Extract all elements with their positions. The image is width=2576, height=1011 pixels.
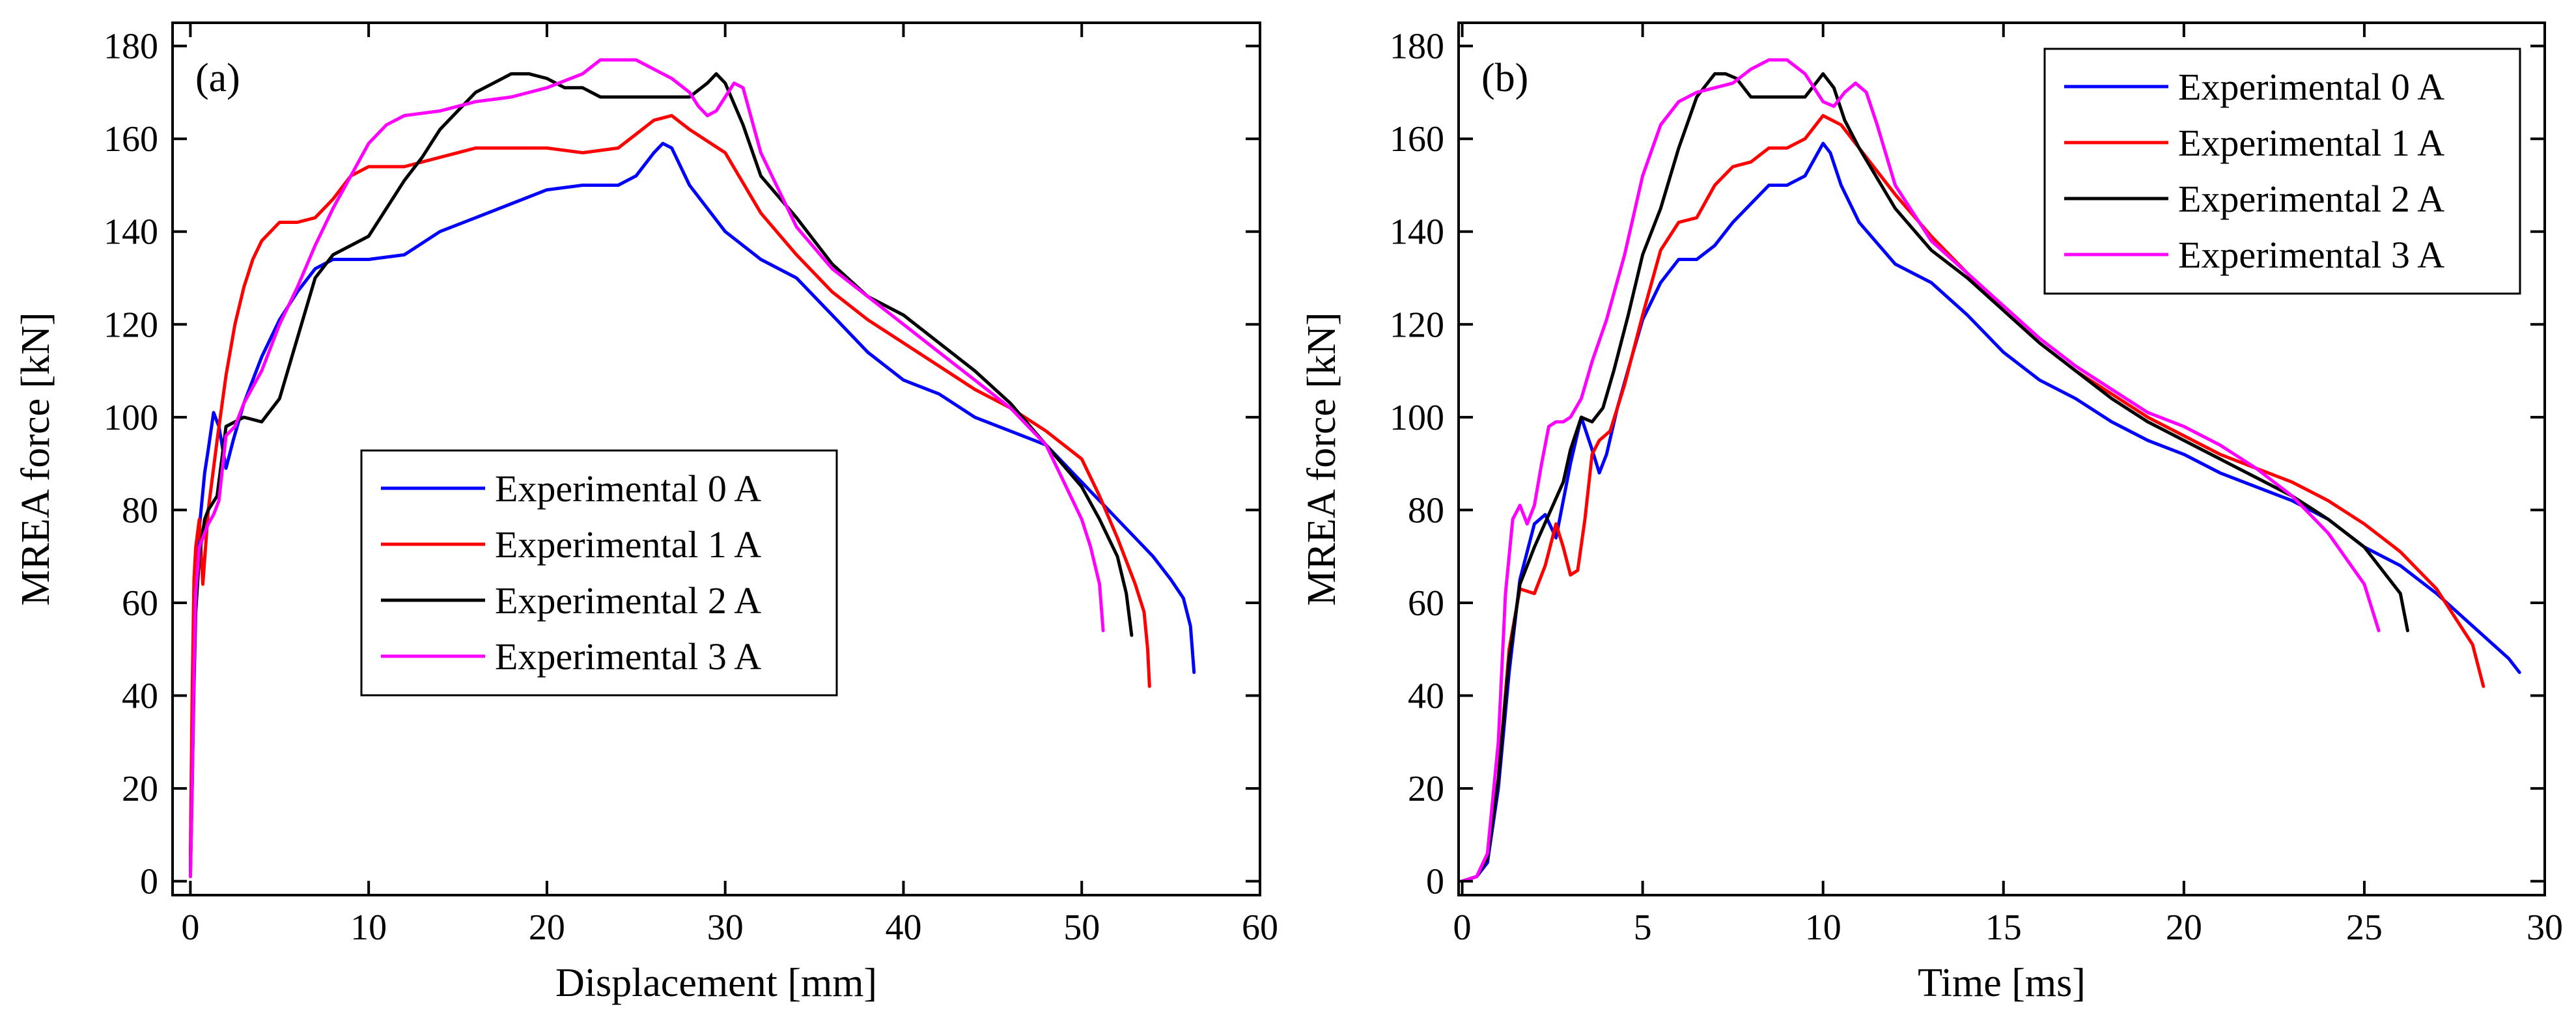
y-tick-label: 20 bbox=[122, 769, 158, 809]
y-tick-label: 180 bbox=[104, 27, 158, 67]
panel-label: (a) bbox=[195, 56, 240, 100]
plot-area-frame bbox=[171, 21, 1261, 896]
x-axis-label: Displacement [mm] bbox=[555, 961, 877, 1005]
y-tick-label: 180 bbox=[1390, 27, 1444, 67]
chart-panel-b: 0 5 10 15 20 25 30 0 20 40 60 80 100 120 140 160 180 Time… bbox=[1300, 21, 2563, 1005]
y-tick-label: 40 bbox=[1408, 676, 1444, 717]
x-tick-label: 10 bbox=[1805, 907, 1841, 948]
x-axis-label: Time [ms] bbox=[1918, 961, 2086, 1005]
legend: Experimental 0 A Experimental 1 A Experime… bbox=[360, 449, 838, 697]
x-tick-label: 60 bbox=[1242, 907, 1278, 948]
series-line-2-current-2A bbox=[188, 72, 1134, 878]
x-tick-label: 50 bbox=[1063, 907, 1100, 948]
x-tick-label: 40 bbox=[885, 907, 921, 948]
y-tick-label: 40 bbox=[122, 676, 158, 717]
legend-label: Experimental 1 A bbox=[495, 523, 761, 566]
legend-label: Experimental 0 A bbox=[495, 467, 761, 510]
y-axis-label: MREA force [kN] bbox=[14, 312, 58, 605]
panel-label: (b) bbox=[1481, 56, 1528, 100]
chart-panel-a: 0 10 20 30 40 50 60 0 20 40 60 80 100 120 140 160 180 Dis… bbox=[14, 21, 1278, 1005]
x-tick-label: 10 bbox=[350, 907, 387, 948]
legend-label: Experimental 1 A bbox=[2178, 122, 2444, 164]
y-tick-label: 160 bbox=[104, 119, 158, 159]
y-tick-label: 20 bbox=[1408, 769, 1444, 809]
x-tick-label: 0 bbox=[181, 907, 199, 948]
x-tick-label: 30 bbox=[2527, 907, 2563, 948]
y-tick-label: 120 bbox=[1390, 305, 1444, 345]
x-tick-label: 20 bbox=[529, 907, 565, 948]
y-tick-label: 0 bbox=[140, 862, 158, 902]
series-line-3-current-3A bbox=[1461, 58, 2381, 883]
x-tick-label: 25 bbox=[2346, 907, 2383, 948]
y-tick-label: 60 bbox=[1408, 583, 1444, 624]
y-tick-label: 140 bbox=[1390, 212, 1444, 253]
x-tick-label: 0 bbox=[1453, 907, 1472, 948]
legend-label: Experimental 3 A bbox=[495, 635, 761, 678]
plot-area-frame bbox=[1457, 21, 2546, 896]
y-tick-label: 80 bbox=[1408, 490, 1444, 531]
y-tick-label: 120 bbox=[104, 305, 158, 345]
series-line-2-current-2A bbox=[1461, 72, 2409, 883]
legend: Experimental 0 A Experimental 1 A Experime… bbox=[2043, 48, 2521, 295]
legend-label: Experimental 2 A bbox=[2178, 178, 2444, 220]
legend-label: Experimental 3 A bbox=[2178, 234, 2444, 276]
x-tick-label: 30 bbox=[707, 907, 744, 948]
y-axis-label: MREA force [kN] bbox=[1300, 312, 1344, 605]
y-tick-label: 80 bbox=[122, 490, 158, 531]
series-line-3-current-3A bbox=[188, 58, 1105, 878]
y-tick-label: 100 bbox=[1390, 398, 1444, 438]
x-tick-label: 15 bbox=[1985, 907, 2022, 948]
legend-box bbox=[2043, 48, 2521, 295]
y-tick-label: 100 bbox=[104, 398, 158, 438]
series-line-1-current-1A bbox=[1461, 114, 2485, 883]
y-tick-label: 0 bbox=[1426, 862, 1444, 902]
series-line-0-current-0A bbox=[1461, 141, 2521, 883]
legend-box bbox=[360, 449, 838, 697]
x-tick-label: 20 bbox=[2166, 907, 2202, 948]
x-tick-label: 5 bbox=[1634, 907, 1652, 948]
y-tick-label: 60 bbox=[122, 583, 158, 624]
legend-label: Experimental 0 A bbox=[2178, 66, 2444, 108]
legend-label: Experimental 2 A bbox=[495, 579, 761, 622]
y-tick-label: 140 bbox=[104, 212, 158, 253]
y-tick-label: 160 bbox=[1390, 119, 1444, 159]
